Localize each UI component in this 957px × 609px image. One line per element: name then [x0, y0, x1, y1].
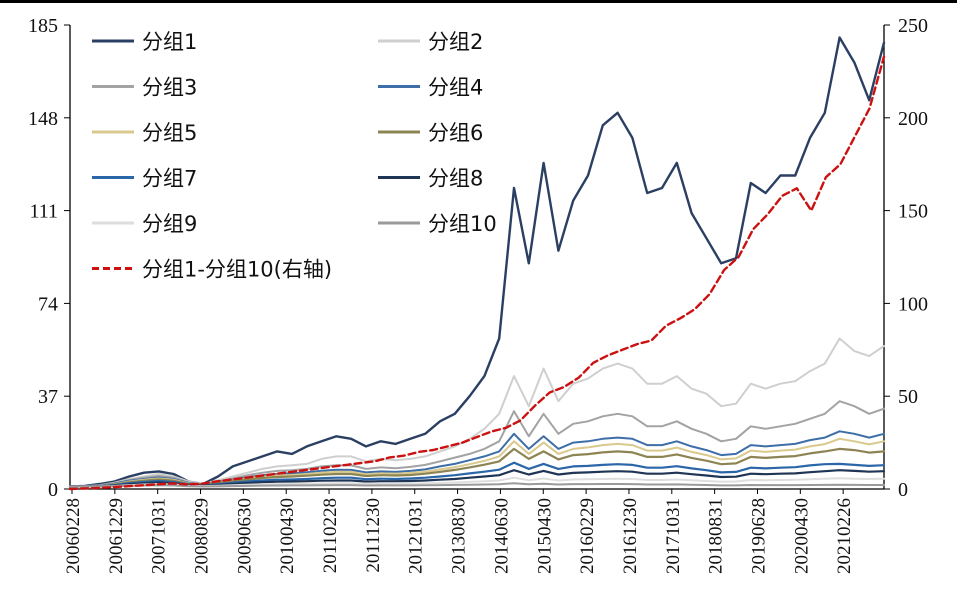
legend-label: 分组1: [142, 30, 197, 54]
series-line-10: [69, 482, 885, 488]
legend: 分组1 分组2 分组3 分组4 分组5 分组6 分组7 分组8 分组9 分组10 分组1-分组10(…: [92, 30, 497, 282]
x-tick-label: 20080829: [192, 498, 213, 574]
y-right-tick-label: 250: [898, 15, 928, 37]
series-line-4: [69, 430, 885, 488]
legend-label: 分组4: [428, 76, 483, 100]
y-left-tick-label: 111: [29, 201, 58, 223]
y-left-tick-label: 185: [28, 15, 58, 37]
x-tick-label: 20121031: [406, 498, 427, 574]
x-tick-label: 20140630: [491, 498, 512, 574]
y-left-tick-label: 74: [38, 293, 58, 315]
x-tick-label: 20090630: [234, 498, 255, 574]
legend-entry-8: 分组8: [378, 167, 483, 191]
legend-label: 分组10: [428, 212, 497, 236]
axes-layer: 0 37 74 111 148 185 0 50 100 150 200 250 20060228 200…: [28, 15, 928, 574]
y-right-tick-label: 200: [898, 108, 928, 130]
legend-entry-9: 分组9: [92, 212, 197, 236]
x-tick-label: 20071031: [149, 498, 170, 574]
legend-entry-7: 分组7: [92, 167, 197, 191]
legend-label: 分组9: [142, 212, 197, 236]
x-tick-label: 20150430: [534, 498, 555, 574]
x-tick-label: 20171031: [663, 498, 684, 574]
y-left-tick-label: 0: [48, 479, 58, 501]
series-line-2: [69, 337, 885, 488]
x-tick-label: 20100430: [277, 498, 298, 574]
x-tick-label: 20060228: [63, 498, 84, 574]
series-layer: [68, 36, 886, 491]
top-border-rule: [0, 0, 957, 3]
legend-entry-10: 分组10: [378, 212, 497, 236]
legend-entry-2: 分组2: [378, 30, 483, 54]
legend-label: 分组3: [142, 76, 197, 100]
legend-entry-5: 分组5: [92, 121, 197, 145]
x-tick-label: 20190628: [748, 498, 769, 574]
y-right-tick-label: 50: [898, 386, 918, 408]
x-tick-label: 20180831: [706, 498, 727, 574]
x-tick-label: 20160229: [577, 498, 598, 574]
legend-label: 分组8: [428, 167, 483, 191]
x-tick-label: 20210226: [834, 498, 855, 574]
legend-label: 分组6: [428, 121, 483, 145]
x-tick-label: 20111230: [363, 498, 384, 573]
y-right-tick-label: 100: [898, 293, 928, 315]
series-line-11: [68, 55, 886, 491]
legend-label: 分组7: [142, 167, 197, 191]
x-tick-label: 20161230: [620, 498, 641, 574]
y-left-tick-label: 148: [28, 108, 58, 130]
legend-entry-6: 分组6: [378, 121, 483, 145]
legend-entry-4: 分组4: [378, 76, 483, 100]
x-tick-label: 20061229: [106, 498, 127, 574]
legend-label: 分组1-分组10(右轴): [142, 258, 332, 282]
x-tick-label: 20200430: [791, 498, 812, 574]
x-tick-label: 20130830: [449, 498, 470, 574]
legend-entry-1: 分组1: [92, 30, 197, 54]
y-left-tick-label: 37: [38, 386, 58, 408]
legend-entry-3: 分组3: [92, 76, 197, 100]
x-tick-label: 20110228: [320, 498, 341, 573]
legend-label: 分组2: [428, 30, 483, 54]
legend-label: 分组5: [142, 121, 197, 145]
y-right-tick-label: 150: [898, 201, 928, 223]
legend-entry-11: 分组1-分组10(右轴): [92, 258, 332, 282]
y-right-tick-label: 0: [898, 479, 908, 501]
